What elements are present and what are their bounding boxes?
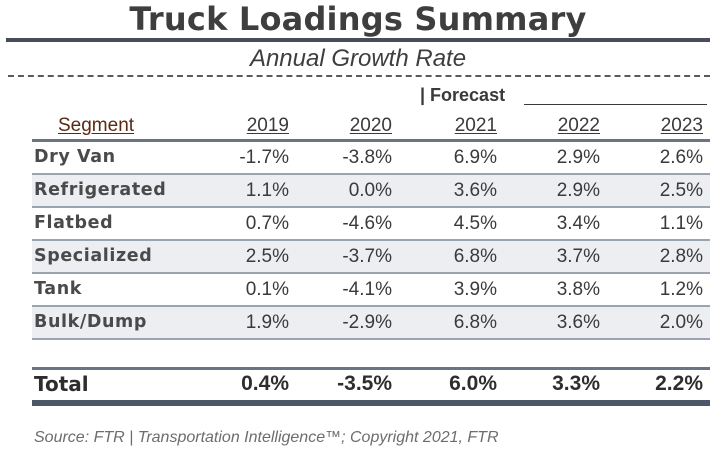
table-row: Bulk/Dump 1.9% -2.9% 6.8% 3.6% 2.0% xyxy=(32,307,710,338)
total-value: 2.2% xyxy=(655,372,703,395)
row-divider xyxy=(32,338,710,340)
cell-value: 2.5% xyxy=(245,246,289,267)
cell-value: 6.8% xyxy=(453,312,497,333)
cell-value: 1.2% xyxy=(659,279,703,300)
row-divider xyxy=(32,173,710,175)
cell-value: 0.0% xyxy=(348,180,392,201)
cell-value: 2.9% xyxy=(556,180,600,201)
column-header-2021: 2021 xyxy=(454,115,497,136)
cell-value: 1.1% xyxy=(245,180,289,201)
row-divider xyxy=(32,206,710,208)
column-header-2020: 2020 xyxy=(349,115,392,136)
cell-value: 6.9% xyxy=(453,147,497,168)
cell-value: 2.5% xyxy=(659,180,703,201)
table-row: Tank 0.1% -4.1% 3.9% 3.8% 1.2% xyxy=(32,274,710,305)
cell-value: 2.6% xyxy=(659,147,703,168)
segment-label: Flatbed xyxy=(34,213,114,233)
cell-value: -4.6% xyxy=(342,213,392,234)
cell-value: -3.7% xyxy=(342,246,392,267)
table-row: Dry Van -1.7% -3.8% 6.9% 2.9% 2.6% xyxy=(32,142,710,173)
total-value: 0.4% xyxy=(241,372,289,395)
page-title: Truck Loadings Summary xyxy=(129,0,587,38)
cell-value: 1.1% xyxy=(659,213,703,234)
forecast-underline xyxy=(524,104,707,105)
cell-value: 2.8% xyxy=(659,246,703,267)
column-header-2019: 2019 xyxy=(246,115,289,136)
column-header-2022: 2022 xyxy=(557,115,600,136)
column-header-segment: Segment xyxy=(58,115,135,136)
segment-label: Dry Van xyxy=(34,147,116,167)
row-divider xyxy=(32,305,710,307)
row-divider xyxy=(32,239,710,241)
segment-label: Specialized xyxy=(34,246,153,266)
segment-label: Bulk/Dump xyxy=(34,312,147,332)
total-value: 6.0% xyxy=(449,372,497,395)
cell-value: -3.8% xyxy=(342,147,392,168)
header-divider xyxy=(32,139,710,142)
table-row: Flatbed 0.7% -4.6% 4.5% 3.4% 1.1% xyxy=(32,208,710,239)
cell-value: -1.7% xyxy=(239,147,289,168)
source-note: Source: FTR | Transportation Intelligenc… xyxy=(34,429,499,446)
cell-value: 3.9% xyxy=(453,279,497,300)
subtitle: Annual Growth Rate xyxy=(249,45,467,72)
forecast-label: | Forecast xyxy=(420,85,506,105)
cell-value: 2.0% xyxy=(659,312,703,333)
cell-value: 0.1% xyxy=(245,279,289,300)
total-value: -3.5% xyxy=(337,372,392,395)
cell-value: 3.4% xyxy=(556,213,600,234)
column-header-2023: 2023 xyxy=(660,115,703,136)
cell-value: 3.8% xyxy=(556,279,600,300)
total-label: Total xyxy=(34,372,89,396)
table-row: Refrigerated 1.1% 0.0% 3.6% 2.9% 2.5% xyxy=(32,175,710,206)
cell-value: 3.6% xyxy=(556,312,600,333)
total-top-divider xyxy=(32,367,710,370)
cell-value: 1.9% xyxy=(245,312,289,333)
cell-value: 3.7% xyxy=(556,246,600,267)
title-divider xyxy=(6,38,710,42)
row-divider xyxy=(32,272,710,274)
cell-value: -2.9% xyxy=(342,312,392,333)
cell-value: 4.5% xyxy=(453,213,497,234)
segment-label: Refrigerated xyxy=(34,180,167,200)
segment-label: Tank xyxy=(34,279,82,299)
total-bottom-divider xyxy=(32,400,710,406)
dashed-divider xyxy=(8,75,710,77)
cell-value: 6.8% xyxy=(453,246,497,267)
table-row: Specialized 2.5% -3.7% 6.8% 3.7% 2.8% xyxy=(32,241,710,272)
cell-value: -4.1% xyxy=(342,279,392,300)
total-row: Total 0.4% -3.5% 6.0% 3.3% 2.2% xyxy=(32,371,710,400)
cell-value: 2.9% xyxy=(556,147,600,168)
cell-value: 3.6% xyxy=(453,180,497,201)
total-value: 3.3% xyxy=(552,372,600,395)
cell-value: 0.7% xyxy=(245,213,289,234)
